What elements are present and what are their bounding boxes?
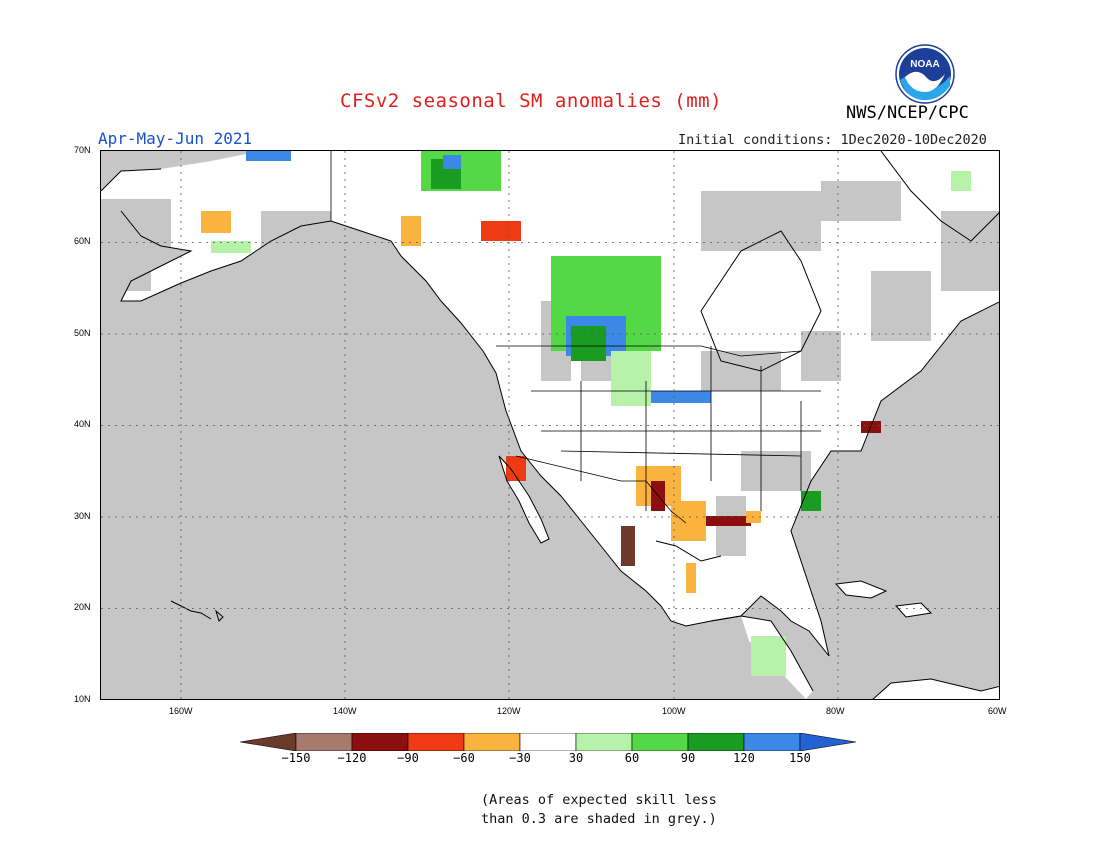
lon-label-120w: 120W [497, 706, 521, 716]
colorbar-label: −90 [397, 751, 419, 765]
colorbar-cell-3 [407, 733, 465, 751]
colorbar-cell-2 [351, 733, 409, 751]
svg-text:NOAA: NOAA [910, 59, 939, 70]
lat-label-20n: 20N [74, 602, 91, 612]
map-panel [100, 150, 1000, 700]
colorbar-label: 150 [789, 751, 811, 765]
skill-note-line2: than 0.3 are shaded in grey.) [481, 811, 717, 827]
political-boundaries [330, 151, 821, 524]
lat-label-40n: 40N [74, 419, 91, 429]
noaa-logo-icon: NOAA [895, 44, 955, 104]
coastlines [101, 151, 999, 699]
colorbar-label: −60 [453, 751, 475, 765]
valid-period: Apr-May-Jun 2021 [98, 129, 253, 148]
initial-conditions: Initial conditions: 1Dec2020-10Dec2020 [678, 132, 987, 148]
anomaly-map [101, 151, 999, 699]
colorbar-cell-9 [743, 733, 801, 751]
lat-label-10n: 10N [74, 694, 91, 704]
colorbar-cell-7 [631, 733, 689, 751]
lat-label-50n: 50N [74, 328, 91, 338]
colorbar-cell-6 [575, 733, 633, 751]
colorbar [240, 733, 857, 751]
colorbar-cell-8 [687, 733, 745, 751]
lon-label-80w: 80W [826, 706, 845, 716]
anomaly-cells [201, 151, 971, 676]
graticule [101, 151, 999, 699]
lon-label-60w: 60W [988, 706, 1007, 716]
lon-label-100w: 100W [662, 706, 686, 716]
colorbar-label: 120 [733, 751, 755, 765]
colorbar-label: −30 [509, 751, 531, 765]
colorbar-label: 90 [680, 751, 696, 765]
agency-label: NWS/NCEP/CPC [846, 103, 969, 123]
skill-note-line1: (Areas of expected skill less [481, 792, 717, 808]
colorbar-cell-4 [463, 733, 521, 751]
lon-label-160w: 160W [169, 706, 193, 716]
colorbar-label: −150 [281, 751, 311, 765]
colorbar-label: −120 [337, 751, 367, 765]
colorbar-cell-lt-150 [240, 733, 297, 751]
colorbar-cell-1 [295, 733, 353, 751]
lon-label-140w: 140W [333, 706, 357, 716]
colorbar-cell-gt-150 [799, 733, 857, 751]
colorbar-label: 30 [568, 751, 584, 765]
map-title: CFSv2 seasonal SM anomalies (mm) [340, 90, 723, 112]
colorbar-cell-5 [519, 733, 577, 751]
lat-label-60n: 60N [74, 236, 91, 246]
lat-label-30n: 30N [74, 511, 91, 521]
colorbar-label: 60 [624, 751, 640, 765]
lat-label-70n: 70N [74, 145, 91, 155]
